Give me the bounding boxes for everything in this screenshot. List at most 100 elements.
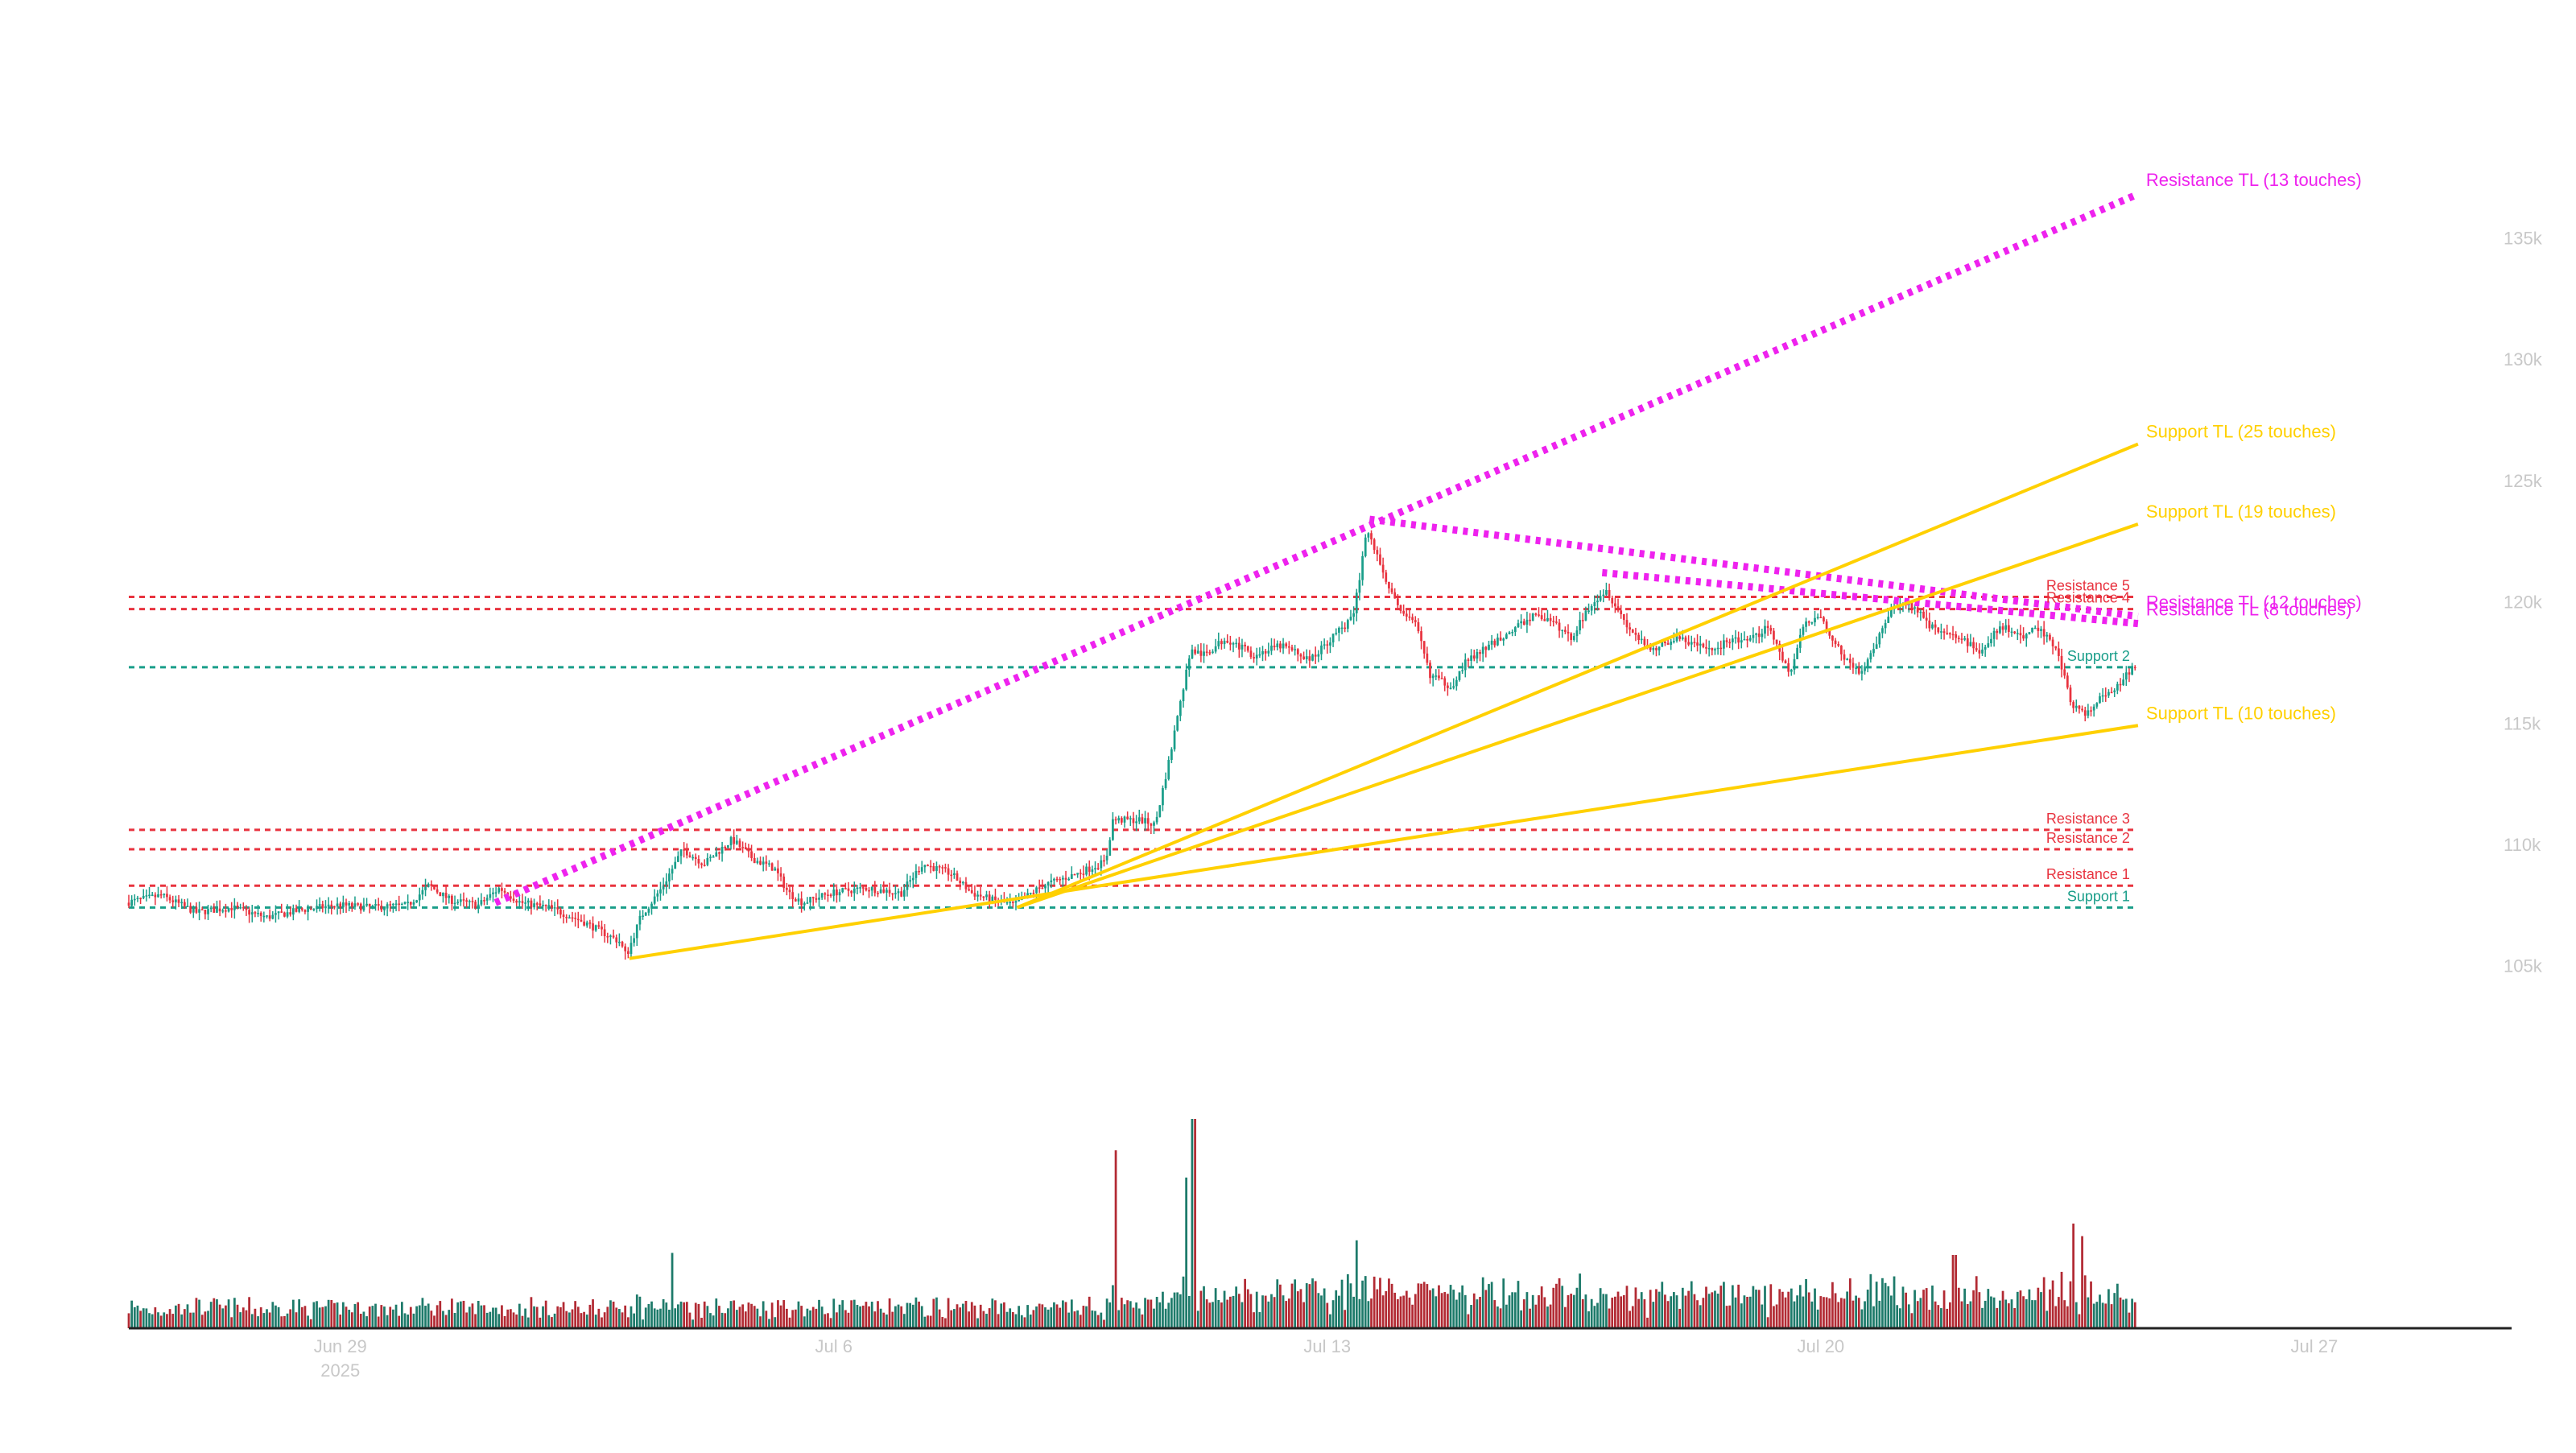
candle-body <box>1214 646 1217 652</box>
volume-bar <box>303 1306 307 1328</box>
volume-bar <box>1294 1279 1297 1328</box>
candle-body <box>827 894 829 896</box>
candle-body <box>168 897 171 901</box>
candle-body <box>480 900 483 905</box>
candle-body <box>394 903 398 905</box>
volume-bar <box>1839 1298 1843 1328</box>
candle-body <box>1261 650 1264 654</box>
volume-bar <box>644 1307 647 1328</box>
candle-body <box>535 903 539 905</box>
volume-bar <box>1910 1313 1913 1328</box>
volume-bar <box>1067 1312 1071 1328</box>
volume-bar <box>626 1317 630 1328</box>
volume-bar <box>733 1300 736 1328</box>
volume-bar <box>1743 1295 1746 1328</box>
volume-bar <box>1261 1295 1264 1328</box>
volume-bar <box>383 1306 386 1328</box>
candle-body <box>603 929 606 937</box>
candle-body <box>1493 640 1496 646</box>
volume-bar <box>1496 1306 1499 1328</box>
volume-bar <box>1082 1306 1085 1328</box>
candle-body <box>1244 644 1246 646</box>
volume-bar <box>797 1301 800 1328</box>
candle-body <box>1317 654 1320 657</box>
candle-body <box>1431 675 1435 679</box>
candle-body <box>248 910 250 915</box>
candle-body <box>1405 613 1408 617</box>
volume-bar <box>216 1299 218 1328</box>
volume-bar <box>994 1300 997 1328</box>
candle-body <box>1273 646 1276 648</box>
candle-body <box>1182 689 1185 702</box>
candle-body <box>662 885 665 890</box>
volume-bar <box>139 1311 142 1328</box>
candle-body <box>1472 655 1476 659</box>
candle-body <box>1094 868 1096 870</box>
candle-body <box>815 898 818 900</box>
candle-body <box>2131 667 2133 675</box>
volume-bar <box>477 1300 480 1328</box>
candle-body <box>333 906 336 908</box>
candle-body <box>300 908 303 910</box>
candle-body <box>485 898 489 901</box>
candle-body <box>2013 631 2017 634</box>
candle-body <box>1949 633 1951 635</box>
candle-body <box>526 900 530 903</box>
volume-bar <box>1196 1311 1199 1328</box>
volume-bar <box>1414 1294 1417 1328</box>
volume-bar <box>1429 1290 1431 1328</box>
price-tick-label: 120k <box>2504 592 2543 613</box>
candle-body <box>245 907 248 910</box>
candle-body <box>195 907 198 913</box>
candle-body <box>735 840 738 844</box>
volume-bar <box>1150 1299 1153 1328</box>
candle-body <box>374 903 377 906</box>
volume-bar <box>342 1302 345 1328</box>
candle-body <box>685 849 688 856</box>
candle-body <box>1408 616 1411 618</box>
volume-bar <box>1267 1301 1270 1328</box>
candle-body <box>1529 619 1531 621</box>
candle-body <box>1852 663 1855 668</box>
candle-body <box>1942 631 1946 634</box>
volume-bar <box>412 1313 415 1328</box>
candle-body <box>961 881 964 884</box>
candle-body <box>544 904 547 906</box>
candle-body <box>1596 601 1599 603</box>
candle-body <box>1164 778 1167 789</box>
volume-bar <box>1170 1298 1173 1328</box>
volume-bar <box>1699 1305 1702 1328</box>
volume-bar <box>1846 1291 1849 1328</box>
trendline <box>629 724 2139 960</box>
candle-body <box>359 903 362 910</box>
volume-bar <box>2081 1236 2083 1328</box>
volume-bar <box>324 1306 327 1328</box>
candle-body <box>1719 647 1723 650</box>
volume-bar <box>1276 1279 1279 1328</box>
candle-body <box>1237 642 1241 650</box>
candle-body <box>585 922 588 926</box>
volume-bar <box>1009 1308 1012 1328</box>
candle-body <box>1775 639 1778 644</box>
candle-body <box>321 904 324 909</box>
volume-bar <box>1488 1284 1490 1328</box>
volume-bar <box>1611 1298 1614 1328</box>
candle-body <box>1461 670 1464 671</box>
candle-body <box>1887 617 1890 623</box>
volume-bar <box>1807 1292 1810 1328</box>
candle-body <box>286 912 289 917</box>
candle-body <box>1946 633 1949 634</box>
candle-body <box>1123 816 1126 823</box>
volume-bar <box>580 1313 583 1328</box>
candle-body <box>1593 602 1596 606</box>
volume-bar <box>1540 1286 1543 1328</box>
trendline-label: Support TL (19 touches) <box>2146 502 2336 522</box>
volume-bar <box>1748 1296 1752 1328</box>
volume-bar <box>794 1309 797 1328</box>
candle-body <box>956 873 959 881</box>
volume-bar <box>1805 1278 1807 1328</box>
candle-body <box>451 895 453 904</box>
volume-bar <box>888 1298 891 1328</box>
candle-body <box>1296 649 1299 654</box>
trendline-label: Support TL (10 touches) <box>2146 703 2336 723</box>
